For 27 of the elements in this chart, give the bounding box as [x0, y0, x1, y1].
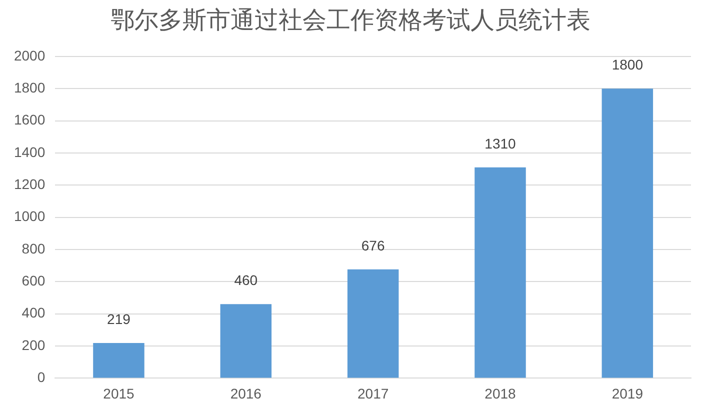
bar — [602, 88, 654, 378]
x-tick-label: 2018 — [484, 385, 516, 402]
y-tick-label: 2000 — [14, 47, 46, 64]
bar — [347, 269, 399, 378]
y-tick-label: 600 — [22, 272, 46, 289]
bar — [93, 342, 144, 378]
bar — [220, 304, 272, 378]
data-label: 1800 — [612, 56, 644, 72]
data-label: 676 — [361, 237, 385, 254]
data-label: 1310 — [484, 135, 516, 152]
x-tick-label: 2019 — [612, 385, 644, 402]
x-tick-label: 2015 — [103, 385, 135, 402]
y-tick-label: 1800 — [14, 79, 46, 96]
y-tick-label: 200 — [22, 336, 46, 353]
chart-title: 鄂尔多斯市通过社会工作资格考试人员统计表 — [110, 5, 592, 36]
y-tick-label: 400 — [22, 304, 46, 321]
y-tick-label: 1400 — [14, 144, 46, 160]
data-label: 460 — [234, 272, 258, 288]
y-tick-label: 800 — [22, 240, 46, 256]
y-tick-label: 0 — [37, 369, 46, 386]
y-tick-label: 1200 — [14, 176, 46, 192]
y-tick-label: 1600 — [14, 112, 46, 128]
x-tick-label: 2016 — [230, 385, 262, 402]
bar — [474, 167, 526, 378]
x-tick-label: 2017 — [357, 385, 389, 402]
data-label: 219 — [107, 310, 131, 327]
y-tick-label: 1000 — [14, 208, 46, 224]
